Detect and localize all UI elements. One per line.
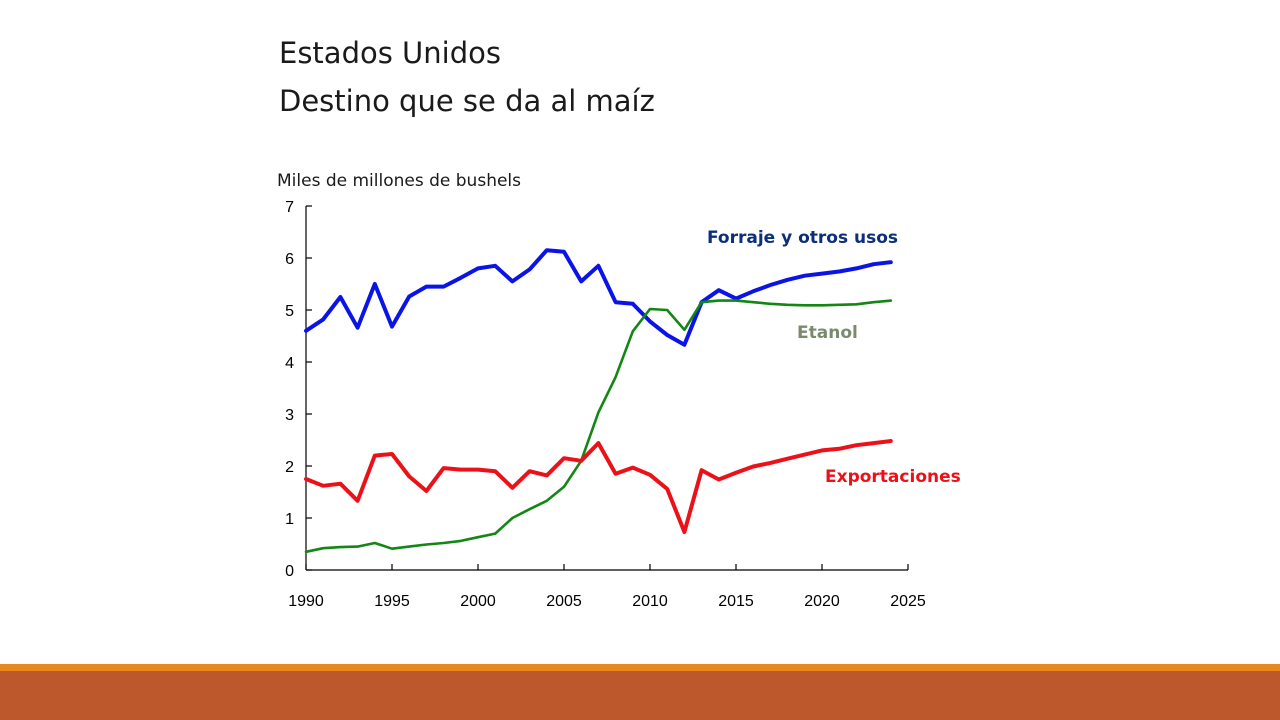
legend-forraje: Forraje y otros usos (707, 228, 898, 248)
legend-etanol: Etanol (797, 323, 858, 343)
x-tick-label: 2000 (460, 593, 496, 610)
footer-accent-bar (0, 664, 1280, 671)
x-tick-label: 2015 (718, 593, 754, 610)
y-tick-label: 7 (285, 199, 294, 216)
x-tick-label: 2020 (804, 593, 840, 610)
title-line-2: Destino que se da al maíz (279, 84, 655, 118)
x-ticks: 1990 1995 2000 2005 2010 2015 2020 2025 (288, 564, 926, 610)
y-tick-label: 3 (285, 407, 294, 424)
x-tick-label: 1995 (374, 593, 410, 610)
x-tick-label: 2005 (546, 593, 582, 610)
x-tick-label: 1990 (288, 593, 324, 610)
series-line-exportaciones (304, 439, 893, 534)
series-line-forraje (304, 248, 893, 347)
legend-exportaciones: Exportaciones (825, 467, 961, 487)
footer-bar (0, 671, 1280, 720)
x-tick-label: 2025 (890, 593, 926, 610)
y-tick-label: 0 (285, 563, 294, 580)
series-line-etanol (304, 299, 893, 554)
y-tick-label: 6 (285, 251, 294, 268)
series-layer (304, 248, 893, 554)
y-tick-label: 1 (285, 511, 294, 528)
y-tick-label: 5 (285, 303, 294, 320)
y-tick-label: 4 (285, 355, 294, 372)
unit-label: Miles de millones de bushels (277, 171, 522, 191)
y-tick-label: 2 (285, 459, 294, 476)
y-ticks: 0 1 2 3 4 5 6 7 (285, 199, 312, 580)
title-line-1: Estados Unidos (279, 36, 501, 70)
chart-axes (305, 206, 908, 571)
x-tick-label: 2010 (632, 593, 668, 610)
